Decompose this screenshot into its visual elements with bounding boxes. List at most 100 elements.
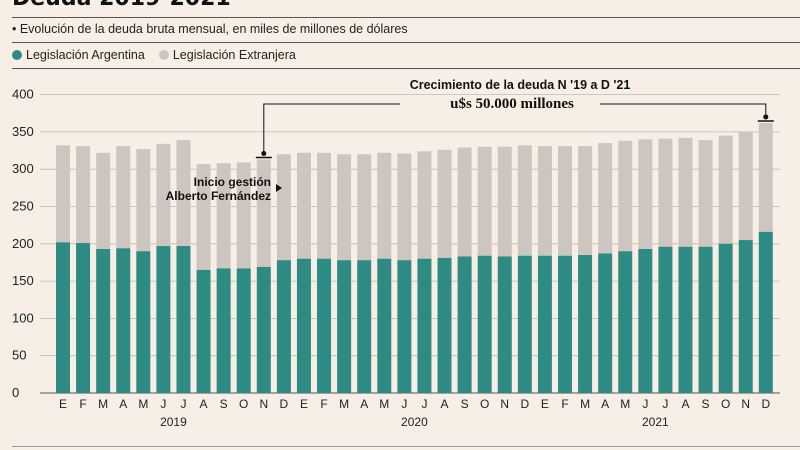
bar-argentina — [136, 251, 151, 393]
x-tick-label: N — [500, 397, 509, 411]
y-tick-label: 300 — [12, 161, 34, 176]
bar-argentina — [236, 268, 251, 393]
divider — [12, 42, 800, 43]
legend-item-argentina: Legislación Argentina — [12, 48, 145, 62]
bar-extranjera — [758, 122, 773, 232]
x-tick-label: A — [119, 397, 127, 411]
bar-extranjera — [176, 140, 191, 247]
bar-extranjera — [76, 146, 91, 244]
bar-extranjera — [497, 146, 512, 257]
y-tick-label: 100 — [12, 310, 34, 325]
bar-argentina — [216, 268, 231, 393]
bar-extranjera — [718, 135, 733, 244]
y-tick-label: 250 — [12, 199, 34, 214]
bar-argentina — [578, 254, 593, 393]
y-tick-label: 350 — [12, 124, 34, 139]
y-tick-label: 50 — [12, 348, 26, 363]
bar-extranjera — [578, 146, 593, 255]
bar-extranjera — [357, 154, 372, 261]
bar-extranjera — [317, 152, 332, 259]
x-tick-label: O — [239, 397, 248, 411]
x-tick-label: A — [681, 397, 689, 411]
bar-argentina — [537, 255, 552, 393]
x-tick-label: F — [561, 397, 568, 411]
bar-extranjera — [236, 162, 251, 269]
bar-extranjera — [658, 138, 673, 247]
bar-extranjera — [296, 152, 311, 259]
arrow-right-icon — [276, 184, 282, 192]
annotation-leader — [263, 103, 400, 154]
bar-argentina — [738, 240, 753, 393]
bar-argentina — [337, 260, 352, 393]
bar-argentina — [598, 253, 613, 393]
x-tick-label: O — [480, 397, 489, 411]
bar-argentina — [558, 255, 572, 393]
bar-argentina — [437, 257, 452, 393]
x-tick-label: S — [702, 397, 710, 411]
bar-extranjera — [116, 146, 131, 249]
marker-dot — [763, 114, 769, 120]
bar-argentina — [196, 269, 211, 393]
x-tick-label: N — [259, 397, 268, 411]
bar-extranjera — [678, 137, 693, 247]
bar-argentina — [377, 258, 392, 393]
legend-label: Legislación Extranjera — [172, 48, 296, 62]
legend: Legislación Argentina Legislación Extran… — [12, 48, 296, 62]
x-tick-label: S — [220, 397, 228, 411]
x-tick-label: D — [761, 397, 770, 411]
bar-extranjera — [558, 146, 572, 256]
bar-argentina — [256, 266, 271, 393]
bar-extranjera — [517, 145, 532, 256]
legend-dot-icon — [158, 50, 169, 60]
bar-extranjera — [56, 145, 70, 243]
bar-extranjera — [598, 143, 613, 254]
bar-extranjera — [377, 152, 392, 259]
x-tick-label: S — [461, 397, 469, 411]
x-tick-label: D — [521, 397, 530, 411]
divider — [12, 446, 800, 447]
bar-extranjera — [136, 149, 151, 252]
bar-argentina — [618, 251, 633, 393]
bar-argentina — [417, 258, 432, 393]
chart-title: Deuda 2019-2021 — [12, 0, 231, 11]
bar-argentina — [477, 255, 492, 393]
bar-argentina — [357, 260, 372, 393]
bar-extranjera — [698, 140, 713, 247]
bar-argentina — [156, 246, 171, 393]
y-tick-label: 150 — [12, 273, 34, 288]
bar-argentina — [116, 248, 131, 393]
bar-argentina — [296, 258, 311, 393]
annotation-start: Inicio gestión — [194, 175, 271, 189]
bar-argentina — [718, 243, 733, 393]
bar-argentina — [397, 260, 412, 393]
bar-argentina — [758, 231, 773, 393]
x-tick-label: O — [721, 397, 730, 411]
x-tick-label: J — [642, 397, 648, 411]
year-label: 2019 — [160, 415, 187, 429]
y-tick-label: 0 — [12, 385, 19, 400]
bar-extranjera — [337, 154, 352, 261]
bar-argentina — [497, 256, 512, 393]
x-tick-label: F — [79, 397, 86, 411]
divider — [12, 68, 800, 69]
divider — [12, 17, 800, 18]
bar-extranjera — [738, 131, 753, 241]
bar-extranjera — [276, 154, 291, 261]
legend-item-extranjera: Legislación Extranjera — [158, 48, 296, 62]
chart-subtitle: • Evolución de la deuda bruta mensual, e… — [12, 22, 408, 36]
x-tick-label: J — [662, 397, 668, 411]
bar-extranjera — [397, 153, 412, 261]
growth-title: Crecimiento de la deuda N '19 a D '21 — [410, 78, 631, 92]
x-tick-label: E — [300, 397, 308, 411]
bar-argentina — [76, 243, 91, 393]
x-tick-label: M — [98, 397, 108, 411]
x-tick-label: M — [620, 397, 630, 411]
bar-extranjera — [156, 143, 171, 247]
x-tick-label: J — [421, 397, 427, 411]
x-tick-label: D — [280, 397, 289, 411]
bar-argentina — [658, 246, 673, 393]
x-tick-label: E — [541, 397, 549, 411]
bar-extranjera — [618, 140, 633, 252]
bar-extranjera — [417, 151, 432, 259]
bar-argentina — [276, 260, 291, 393]
